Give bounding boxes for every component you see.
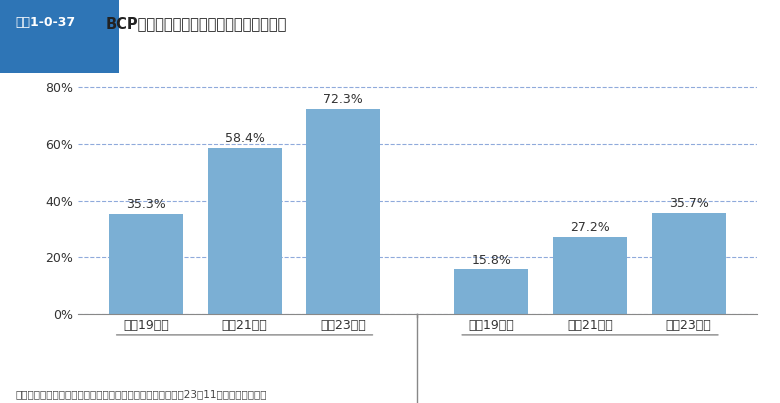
Text: 58.4%: 58.4%: [225, 132, 264, 145]
Text: 図表1-0-37: 図表1-0-37: [16, 16, 76, 29]
Text: 27.2%: 27.2%: [570, 221, 610, 234]
Bar: [109, 214, 183, 314]
Text: 出典：内閣府「企業の事業継続の取組に関する調査」（平成23年11月）をもとに作成: 出典：内閣府「企業の事業継続の取組に関する調査」（平成23年11月）をもとに作成: [16, 389, 267, 399]
Text: 15.8%: 15.8%: [471, 253, 511, 266]
Text: BCPを策定済又は策定中とした企業の割合: BCPを策定済又は策定中とした企業の割合: [105, 16, 287, 31]
Text: 35.3%: 35.3%: [126, 198, 165, 211]
Bar: [454, 269, 528, 314]
Bar: [307, 109, 381, 314]
Bar: [553, 237, 627, 314]
Text: 72.3%: 72.3%: [324, 93, 363, 106]
Bar: [207, 148, 282, 314]
Text: 35.7%: 35.7%: [668, 197, 709, 210]
Bar: [652, 213, 725, 314]
